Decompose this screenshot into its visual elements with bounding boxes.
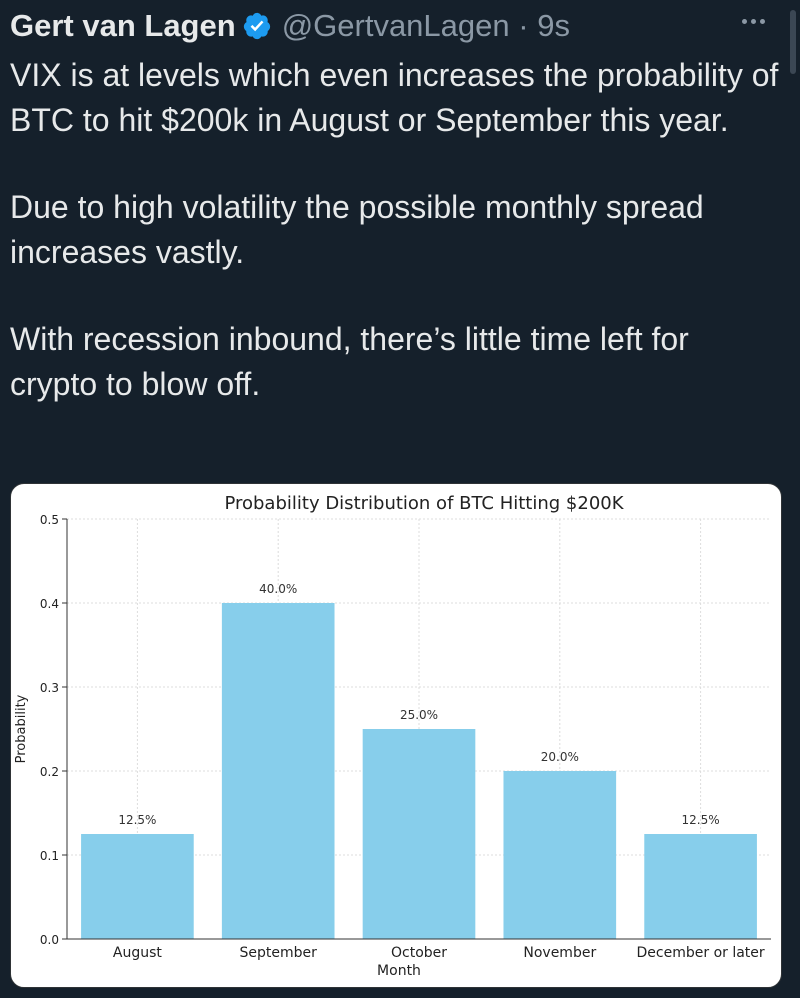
bar-september	[221, 603, 335, 939]
x-tick-label: August	[113, 945, 163, 961]
author-handle[interactable]: @GertvanLagen · 9s	[282, 8, 570, 44]
handle-text: @GertvanLagen	[281, 8, 510, 43]
more-options-icon[interactable]	[736, 4, 770, 38]
data-label: 12.5%	[118, 813, 156, 827]
bar-november	[503, 771, 617, 939]
tweet-paragraph-3: With recession inbound, there’s little t…	[10, 321, 689, 402]
y-tick-label: 0.1	[40, 849, 59, 863]
y-tick-label: 0.2	[40, 765, 59, 779]
x-axis-label: Month	[377, 963, 421, 979]
verified-badge-icon	[243, 12, 270, 40]
tweet-paragraph-2: Due to high volatility the possible mont…	[10, 189, 704, 270]
data-label: 25.0%	[400, 708, 438, 722]
bar-august	[81, 834, 194, 939]
separator-dot: ·	[518, 8, 529, 43]
bar-december-or-later	[644, 834, 757, 939]
tweet-text: VIX is at levels which even increases th…	[10, 53, 780, 407]
y-tick-label: 0.0	[40, 933, 59, 947]
y-axis-label: Probability	[14, 694, 29, 763]
x-tick-label: October	[391, 945, 447, 961]
data-label: 40.0%	[259, 582, 297, 596]
x-tick-label: September	[240, 945, 318, 961]
tweet-paragraph-1: VIX is at levels which even increases th…	[10, 57, 779, 138]
data-label: 20.0%	[541, 750, 579, 764]
scrollbar-thumb[interactable]	[790, 10, 796, 74]
y-tick-label: 0.3	[40, 681, 59, 695]
timestamp[interactable]: 9s	[537, 8, 570, 43]
x-tick-label: December or later	[637, 945, 765, 961]
chart-title: Probability Distribution of BTC Hitting …	[224, 493, 624, 514]
bar-october	[362, 729, 476, 939]
author-name[interactable]: Gert van Lagen	[10, 8, 236, 43]
data-label: 12.5%	[682, 813, 720, 827]
tweet-header: Gert van Lagen @GertvanLagen · 9s	[10, 4, 800, 48]
y-tick-label: 0.4	[40, 597, 59, 611]
bar-chart: 12.5% August 40.0% September 25.0% October 20.…	[14, 493, 771, 979]
x-tick-label: November	[523, 945, 596, 961]
tweet-media-chart[interactable]: 12.5% August 40.0% September 25.0% October 20.…	[10, 483, 782, 988]
y-tick-label: 0.5	[40, 513, 59, 527]
